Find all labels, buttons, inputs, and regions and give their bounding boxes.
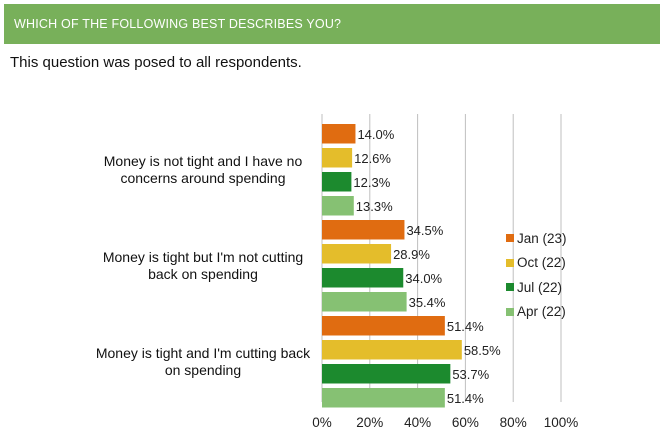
legend-item: Jan (23) — [506, 226, 567, 251]
x-tick-label: 20% — [356, 415, 383, 430]
question-header: WHICH OF THE FOLLOWING BEST DESCRIBES YO… — [4, 4, 660, 44]
legend-item: Jul (22) — [506, 275, 567, 300]
category-label-line: on spending — [164, 361, 242, 378]
category-label-line: concerns around spending — [120, 169, 286, 186]
bar — [322, 196, 354, 216]
bar — [322, 148, 353, 168]
bar — [322, 220, 405, 240]
question-title: WHICH OF THE FOLLOWING BEST DESCRIBES YO… — [14, 17, 342, 31]
x-tick-label: 0% — [312, 415, 332, 430]
data-label: 34.5% — [406, 223, 443, 238]
data-label: 51.4% — [447, 391, 484, 406]
data-label: 28.9% — [393, 247, 430, 262]
legend-label: Jul (22) — [517, 279, 563, 295]
data-label: 51.4% — [447, 319, 484, 334]
data-label: 53.7% — [452, 367, 489, 382]
legend-swatch — [506, 258, 514, 267]
category-label-line: Money is tight and I'm cutting back — [95, 344, 311, 361]
data-label: 58.5% — [464, 343, 501, 358]
data-label: 14.0% — [357, 127, 394, 142]
bar — [322, 172, 352, 192]
bar — [322, 268, 404, 288]
legend-label: Jan (23) — [517, 230, 567, 246]
category-label-line: back on spending — [148, 265, 258, 282]
legend-swatch — [506, 307, 514, 316]
legend-item: Apr (22) — [506, 300, 567, 325]
legend-item: Oct (22) — [506, 251, 567, 276]
x-tick-label: 100% — [544, 415, 579, 430]
category-label: Money is tight and I'm cutting back on sp… — [88, 345, 318, 379]
bar — [322, 340, 462, 360]
legend-label: Apr (22) — [517, 304, 566, 320]
bar — [322, 124, 356, 144]
bar — [322, 244, 392, 264]
bar — [322, 364, 451, 384]
data-label: 34.0% — [405, 271, 442, 286]
bar — [322, 292, 407, 312]
data-label: 13.3% — [356, 199, 393, 214]
data-label: 12.3% — [353, 175, 390, 190]
x-tick-label: 40% — [404, 415, 431, 430]
question-subtitle: This question was posed to all responden… — [10, 54, 302, 71]
bar — [322, 316, 445, 336]
data-label: 12.6% — [354, 151, 391, 166]
legend-swatch — [506, 283, 514, 292]
chart-legend: Jan (23) Oct (22) Jul (22) Apr (22) — [506, 226, 567, 324]
x-tick-label: 60% — [452, 415, 479, 430]
category-label: Money is not tight and I have no concerns… — [88, 153, 318, 187]
legend-swatch — [506, 234, 514, 243]
legend-label: Oct (22) — [517, 255, 566, 271]
category-label-line: Money is tight but I'm not cutting — [102, 248, 304, 265]
bar — [322, 388, 445, 408]
category-label-line: Money is not tight and I have no — [103, 152, 303, 169]
data-label: 35.4% — [409, 295, 446, 310]
x-tick-label: 80% — [500, 415, 527, 430]
category-label: Money is tight but I'm not cutting back o… — [88, 249, 318, 283]
